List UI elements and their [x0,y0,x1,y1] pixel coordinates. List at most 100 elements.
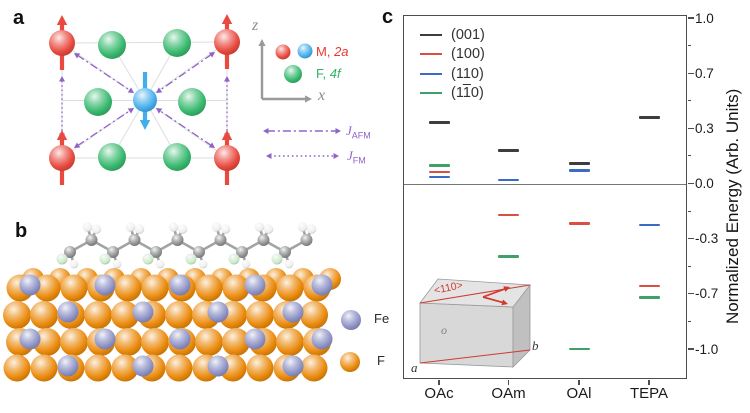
j-afm-arrow [158,109,213,147]
j-fm-sub: FM [352,155,366,166]
inset-a-axis-label: a [411,360,418,375]
c-atom [193,246,205,258]
m-center-atom [133,88,157,112]
crystal-structure-diagram [49,14,341,185]
data-mark-(110)-OAl [568,168,590,172]
x-category-label: OAc [424,385,454,402]
f-chain-atom [99,253,111,265]
fe-slab-atom [207,355,229,377]
h-atom [220,224,231,234]
j-afm-arrow-head [208,142,215,148]
f-slab-atom [165,354,193,382]
j-afm-key-arrow-head [263,128,269,134]
c-atom [257,234,270,246]
f-slab-atom [111,301,139,329]
f-atom [98,31,126,59]
h-atom [82,222,93,232]
z-axis-label: z [252,17,259,34]
y-minor-tick [687,100,691,102]
h-atom [254,222,265,232]
legend-fe-sphere [341,310,361,330]
spin-up-arrow-head [56,130,68,140]
data-mark-(1-10)-OAl [568,347,590,351]
f-slab-atom [3,354,31,382]
fe-slab-atom [19,274,41,296]
f-slab-atom [114,328,142,356]
f-site-legend-label: F, 4f [316,67,341,80]
fe-slab-atom [244,328,266,350]
f-legend-label: F [377,353,385,368]
fe-slab-atom [19,328,41,350]
fe-slab-atom [57,355,79,377]
y-tick [687,348,694,350]
h-atom [69,259,79,269]
legend-swatch [420,33,442,36]
j-afm-sub: AFM [351,130,371,141]
data-mark-(100)-TEPA [638,284,660,288]
h-atom [297,222,308,232]
y-minor-tick [687,155,691,157]
f-slab-atom [276,328,304,356]
data-mark-(100)-OAc [428,170,450,174]
c-atom [171,234,184,246]
c-atom [128,234,141,246]
slab-structure-diagram [3,222,361,382]
dir-110-arrow-head [503,286,510,292]
dir-110-arrow [482,287,507,298]
data-mark-(001)-OAm [498,149,519,152]
c-atom [300,234,313,246]
legend-m-red-sphere [275,44,291,60]
m-site-wyckoff: 2a [334,44,349,59]
y-tick [687,17,694,19]
x-category-label: OAl [566,385,592,402]
f-slab-atom [60,328,88,356]
j-fm-label: JFM [347,149,366,166]
unit-cell-inset [419,278,531,368]
f-slab-atom [195,328,223,356]
f-slab-atom [30,354,58,382]
h-atom [134,224,145,234]
y-tick-label: 0.7 [695,65,714,81]
f-slab-atom [165,301,193,329]
legend-swatch [420,72,442,75]
j-fm-key-arrow-head [266,153,272,159]
f-slab-atom [84,354,112,382]
data-mark-(001)-OAl [568,162,590,165]
legend-m-blue-sphere [297,43,313,59]
y-tick-label: 0.3 [695,120,714,136]
m-atom [49,145,75,171]
j-afm-arrow [76,109,132,147]
f-slab-atom [195,274,223,302]
spin-up-arrow-head [221,130,233,140]
y-minor-tick [687,45,691,47]
cell-top-diagonal [419,284,531,304]
y-minor-tick [687,210,691,212]
y-tick-label: 0.0 [695,176,714,191]
panel-a-label: a [13,7,25,29]
f-atom [163,29,191,57]
y-axis-title: Normalized Energy (Arb. Units) [723,88,742,325]
f-slab-atom [141,328,169,356]
legend-swatch [420,92,442,95]
f-slab-atom [3,301,31,329]
f-atom [163,143,191,171]
fe-slab-atom [282,301,304,323]
legend-label: (001) [451,26,485,43]
j-afm-arrow-head [74,53,81,59]
f-slab-atom [141,274,169,302]
z-axis-arrow-head [258,39,266,46]
j-fm-base: J [347,148,353,163]
f-slab-atom [276,274,304,302]
legend-label: (100) [451,46,485,62]
y-tick-label: 1.0 [695,10,714,26]
x-category-label: TEPA [629,385,669,402]
f-slab-atom [33,274,61,302]
fe-slab-atom [57,301,79,323]
x-tick [648,379,650,385]
h-atom [155,259,165,269]
data-mark-(100)-OAl [568,221,590,225]
m-atom [214,145,240,171]
j-afm-arrow-head [156,87,163,93]
y-tick [687,182,694,185]
fe-slab-atom [132,301,154,323]
